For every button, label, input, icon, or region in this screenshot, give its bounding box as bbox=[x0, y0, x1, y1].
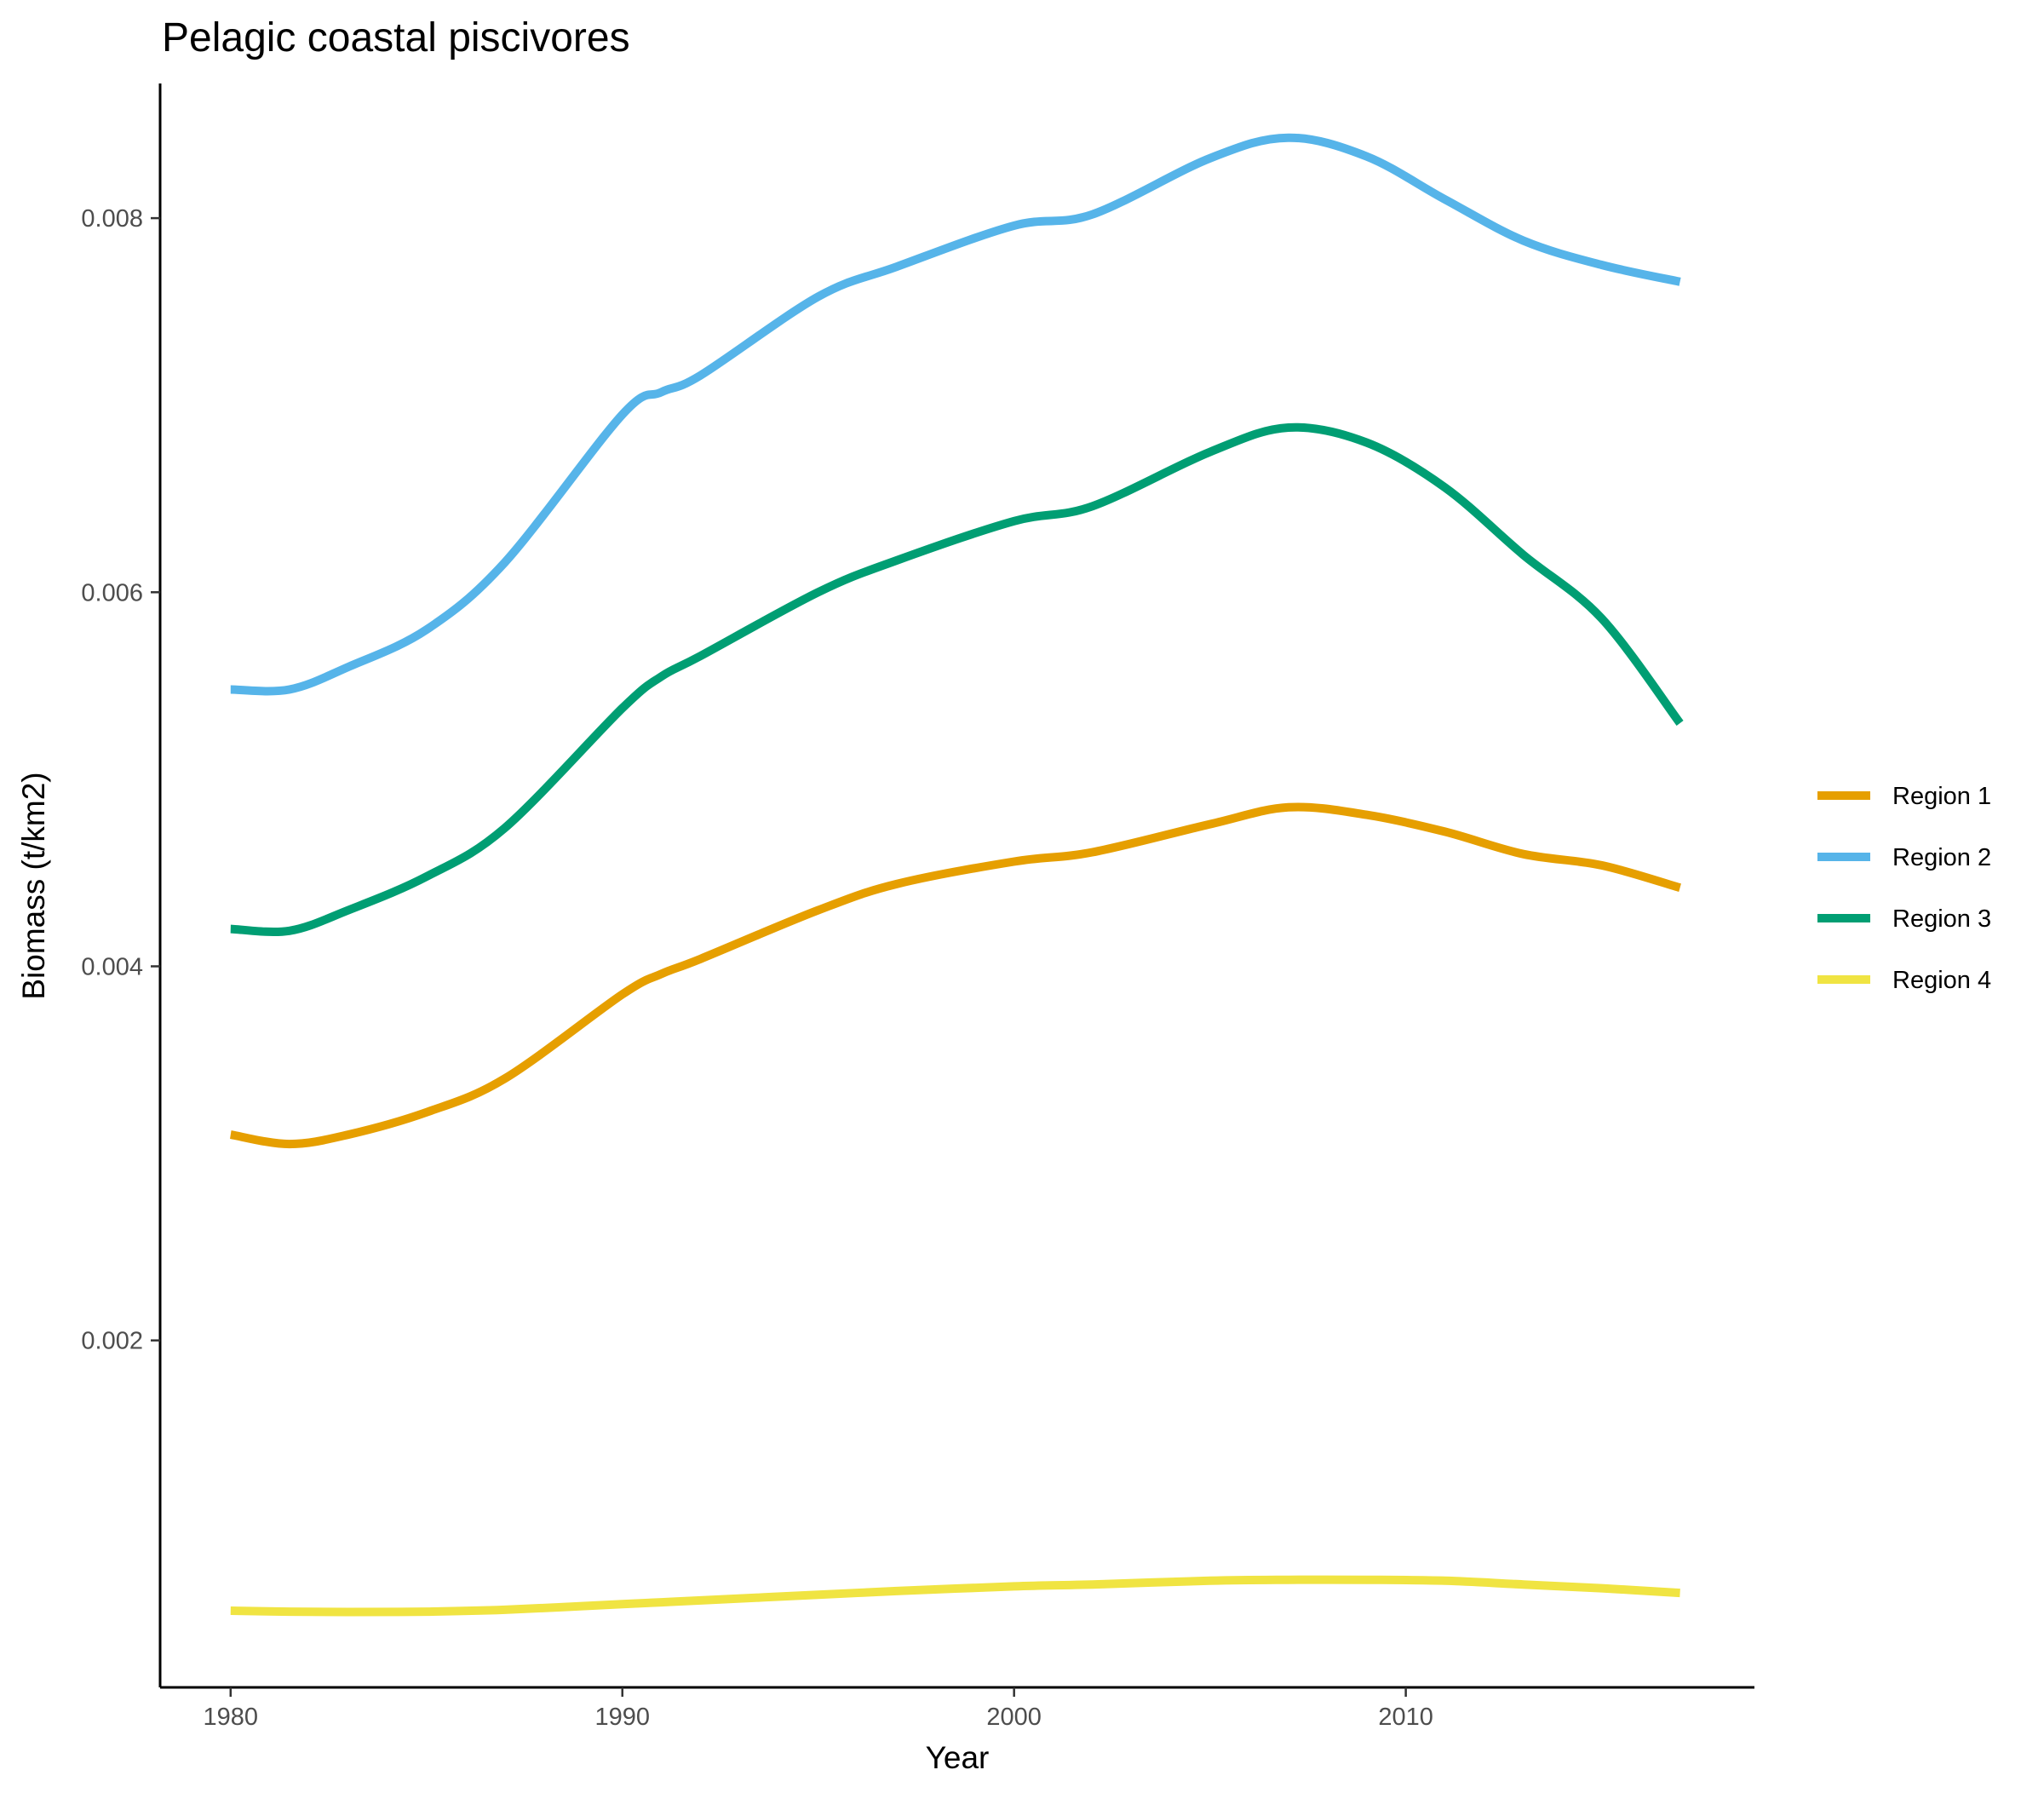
chart-title: Pelagic coastal piscivores bbox=[162, 15, 630, 60]
x-tick-label: 1990 bbox=[594, 1704, 650, 1731]
legend-label-region-4: Region 4 bbox=[1892, 967, 1991, 994]
x-tick-label: 2010 bbox=[1378, 1704, 1433, 1731]
series-line-region-4 bbox=[230, 1575, 1680, 1617]
x-axis-ticks: 1980 1990 2000 2010 bbox=[204, 1687, 1433, 1731]
legend-label-region-3: Region 3 bbox=[1892, 905, 1991, 933]
legend-label-region-1: Region 1 bbox=[1892, 783, 1991, 810]
y-axis-ticks: 0.002 0.004 0.006 0.008 bbox=[81, 205, 160, 1355]
legend-label-region-2: Region 2 bbox=[1892, 844, 1991, 871]
y-tick-label: 0.006 bbox=[81, 579, 143, 606]
x-tick-label: 1980 bbox=[204, 1704, 259, 1731]
plot-lines bbox=[229, 133, 1684, 1617]
y-tick-label: 0.004 bbox=[81, 953, 143, 980]
series-line-region-2 bbox=[230, 133, 1681, 696]
x-tick-label: 2000 bbox=[986, 1704, 1042, 1731]
y-tick-label: 0.008 bbox=[81, 205, 143, 233]
y-tick-label: 0.002 bbox=[81, 1328, 143, 1355]
series-line-region-1 bbox=[229, 802, 1681, 1149]
series-line-region-3 bbox=[230, 422, 1684, 937]
y-axis-title: Biomass (t/km2) bbox=[16, 772, 51, 999]
legend: Region 1 Region 2 Region 3 Region 4 bbox=[1817, 783, 1991, 994]
x-axis-title: Year bbox=[926, 1740, 990, 1775]
